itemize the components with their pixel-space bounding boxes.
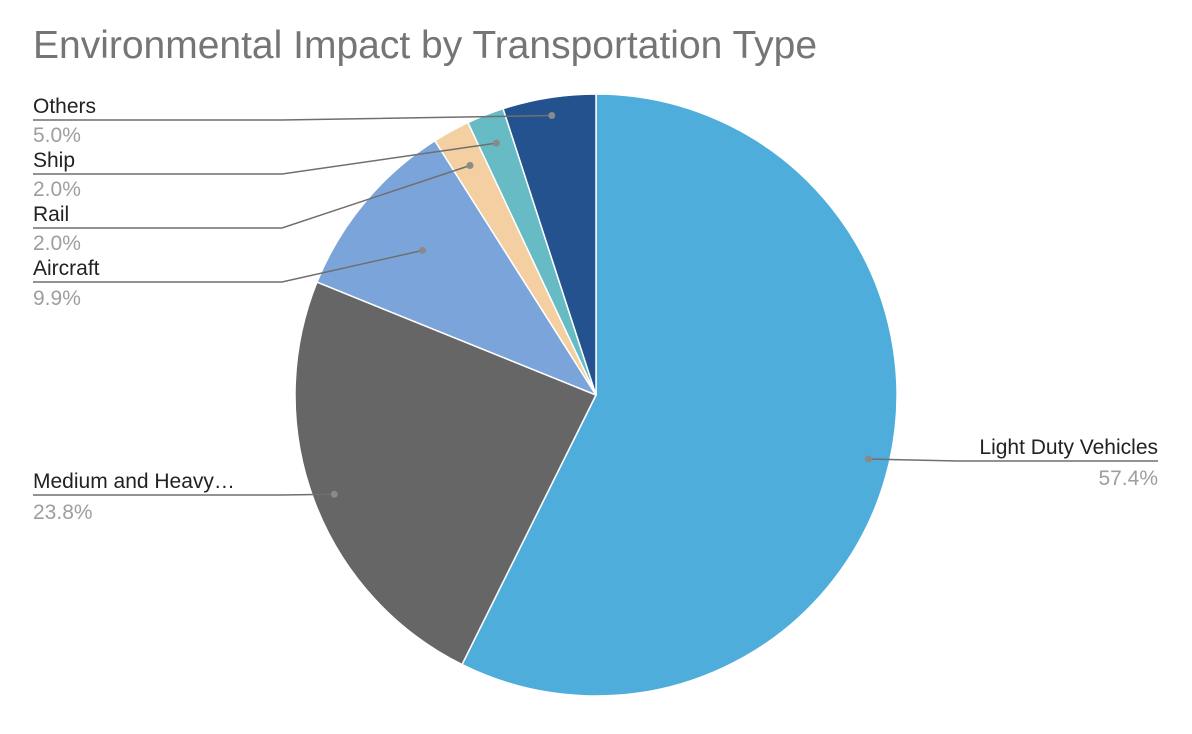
slice-percent-light-duty-vehicles: 57.4% — [1098, 467, 1158, 490]
leader-line-light-duty-vehicles — [868, 458, 1158, 462]
leader-lines — [33, 112, 1158, 498]
slice-percent-others: 5.0% — [33, 124, 81, 147]
pie-slice-medium-and-heavy[interactable] — [294, 281, 597, 666]
slice-percent-rail: 2.0% — [33, 232, 81, 255]
leader-dot-medium-and-heavy — [330, 490, 338, 498]
chart-title: Environmental Impact by Transportation T… — [33, 24, 818, 67]
pie-slice-others[interactable] — [502, 93, 597, 396]
leader-line-aircraft — [33, 249, 423, 283]
leader-line-rail — [33, 164, 471, 229]
leader-dot-ship — [492, 139, 500, 147]
slice-label-ship: Ship — [33, 149, 75, 172]
leader-dot-aircraft — [419, 246, 427, 254]
slice-label-medium-and-heavy: Medium and Heavy… — [33, 470, 235, 493]
slice-label-others: Others — [33, 95, 96, 118]
leader-dot-others — [548, 112, 556, 119]
leader-dot-rail — [466, 162, 474, 169]
leader-line-ship — [33, 142, 497, 175]
leader-line-medium-and-heavy — [33, 493, 335, 496]
leader-line-others — [33, 114, 552, 121]
pie-slices — [294, 93, 898, 697]
pie-slice-aircraft[interactable] — [316, 140, 597, 396]
pie-slice-light-duty-vehicles[interactable] — [461, 93, 898, 697]
slice-label-light-duty-vehicles: Light Duty Vehicles — [979, 436, 1158, 459]
slice-label-rail: Rail — [33, 203, 69, 226]
leader-dot-light-duty-vehicles — [865, 455, 872, 463]
slice-percent-ship: 2.0% — [33, 178, 81, 201]
slice-label-aircraft: Aircraft — [33, 257, 100, 280]
slice-percent-medium-and-heavy: 23.8% — [33, 501, 93, 524]
slice-labels: Light Duty Vehicles 57.4% Medium and Heavy… — [33, 95, 1158, 524]
slice-percent-aircraft: 9.9% — [33, 287, 81, 310]
